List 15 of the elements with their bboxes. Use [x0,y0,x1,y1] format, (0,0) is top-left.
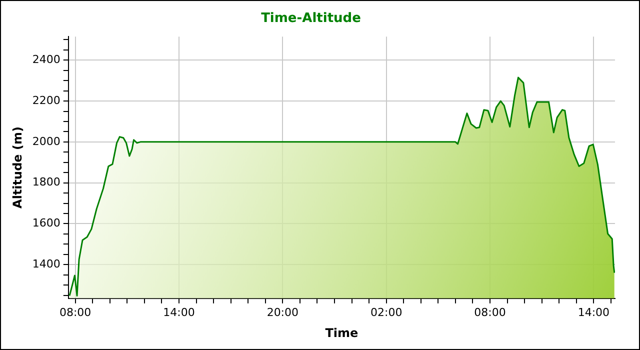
y-tick-label: 1800 [32,176,60,189]
x-tick-label: 02:00 [370,306,402,319]
y-tick-label: 2400 [32,52,60,66]
x-tick-label: 14:00 [578,306,610,319]
x-tick-label: 08:00 [59,306,92,319]
chart-title: Time-Altitude [261,11,362,26]
x-axis-title: Time [325,326,358,340]
y-tick-label: 1600 [32,216,60,230]
y-tick-label: 2200 [32,94,60,107]
y-axis-title: Altitude (m) [10,126,24,208]
x-tick-label: 08:00 [474,306,506,319]
x-tick-label: 14:00 [163,306,195,319]
y-tick-label: 2000 [32,134,60,148]
x-tick-label: 20:00 [266,306,299,319]
y-tick-label: 1400 [32,258,60,271]
